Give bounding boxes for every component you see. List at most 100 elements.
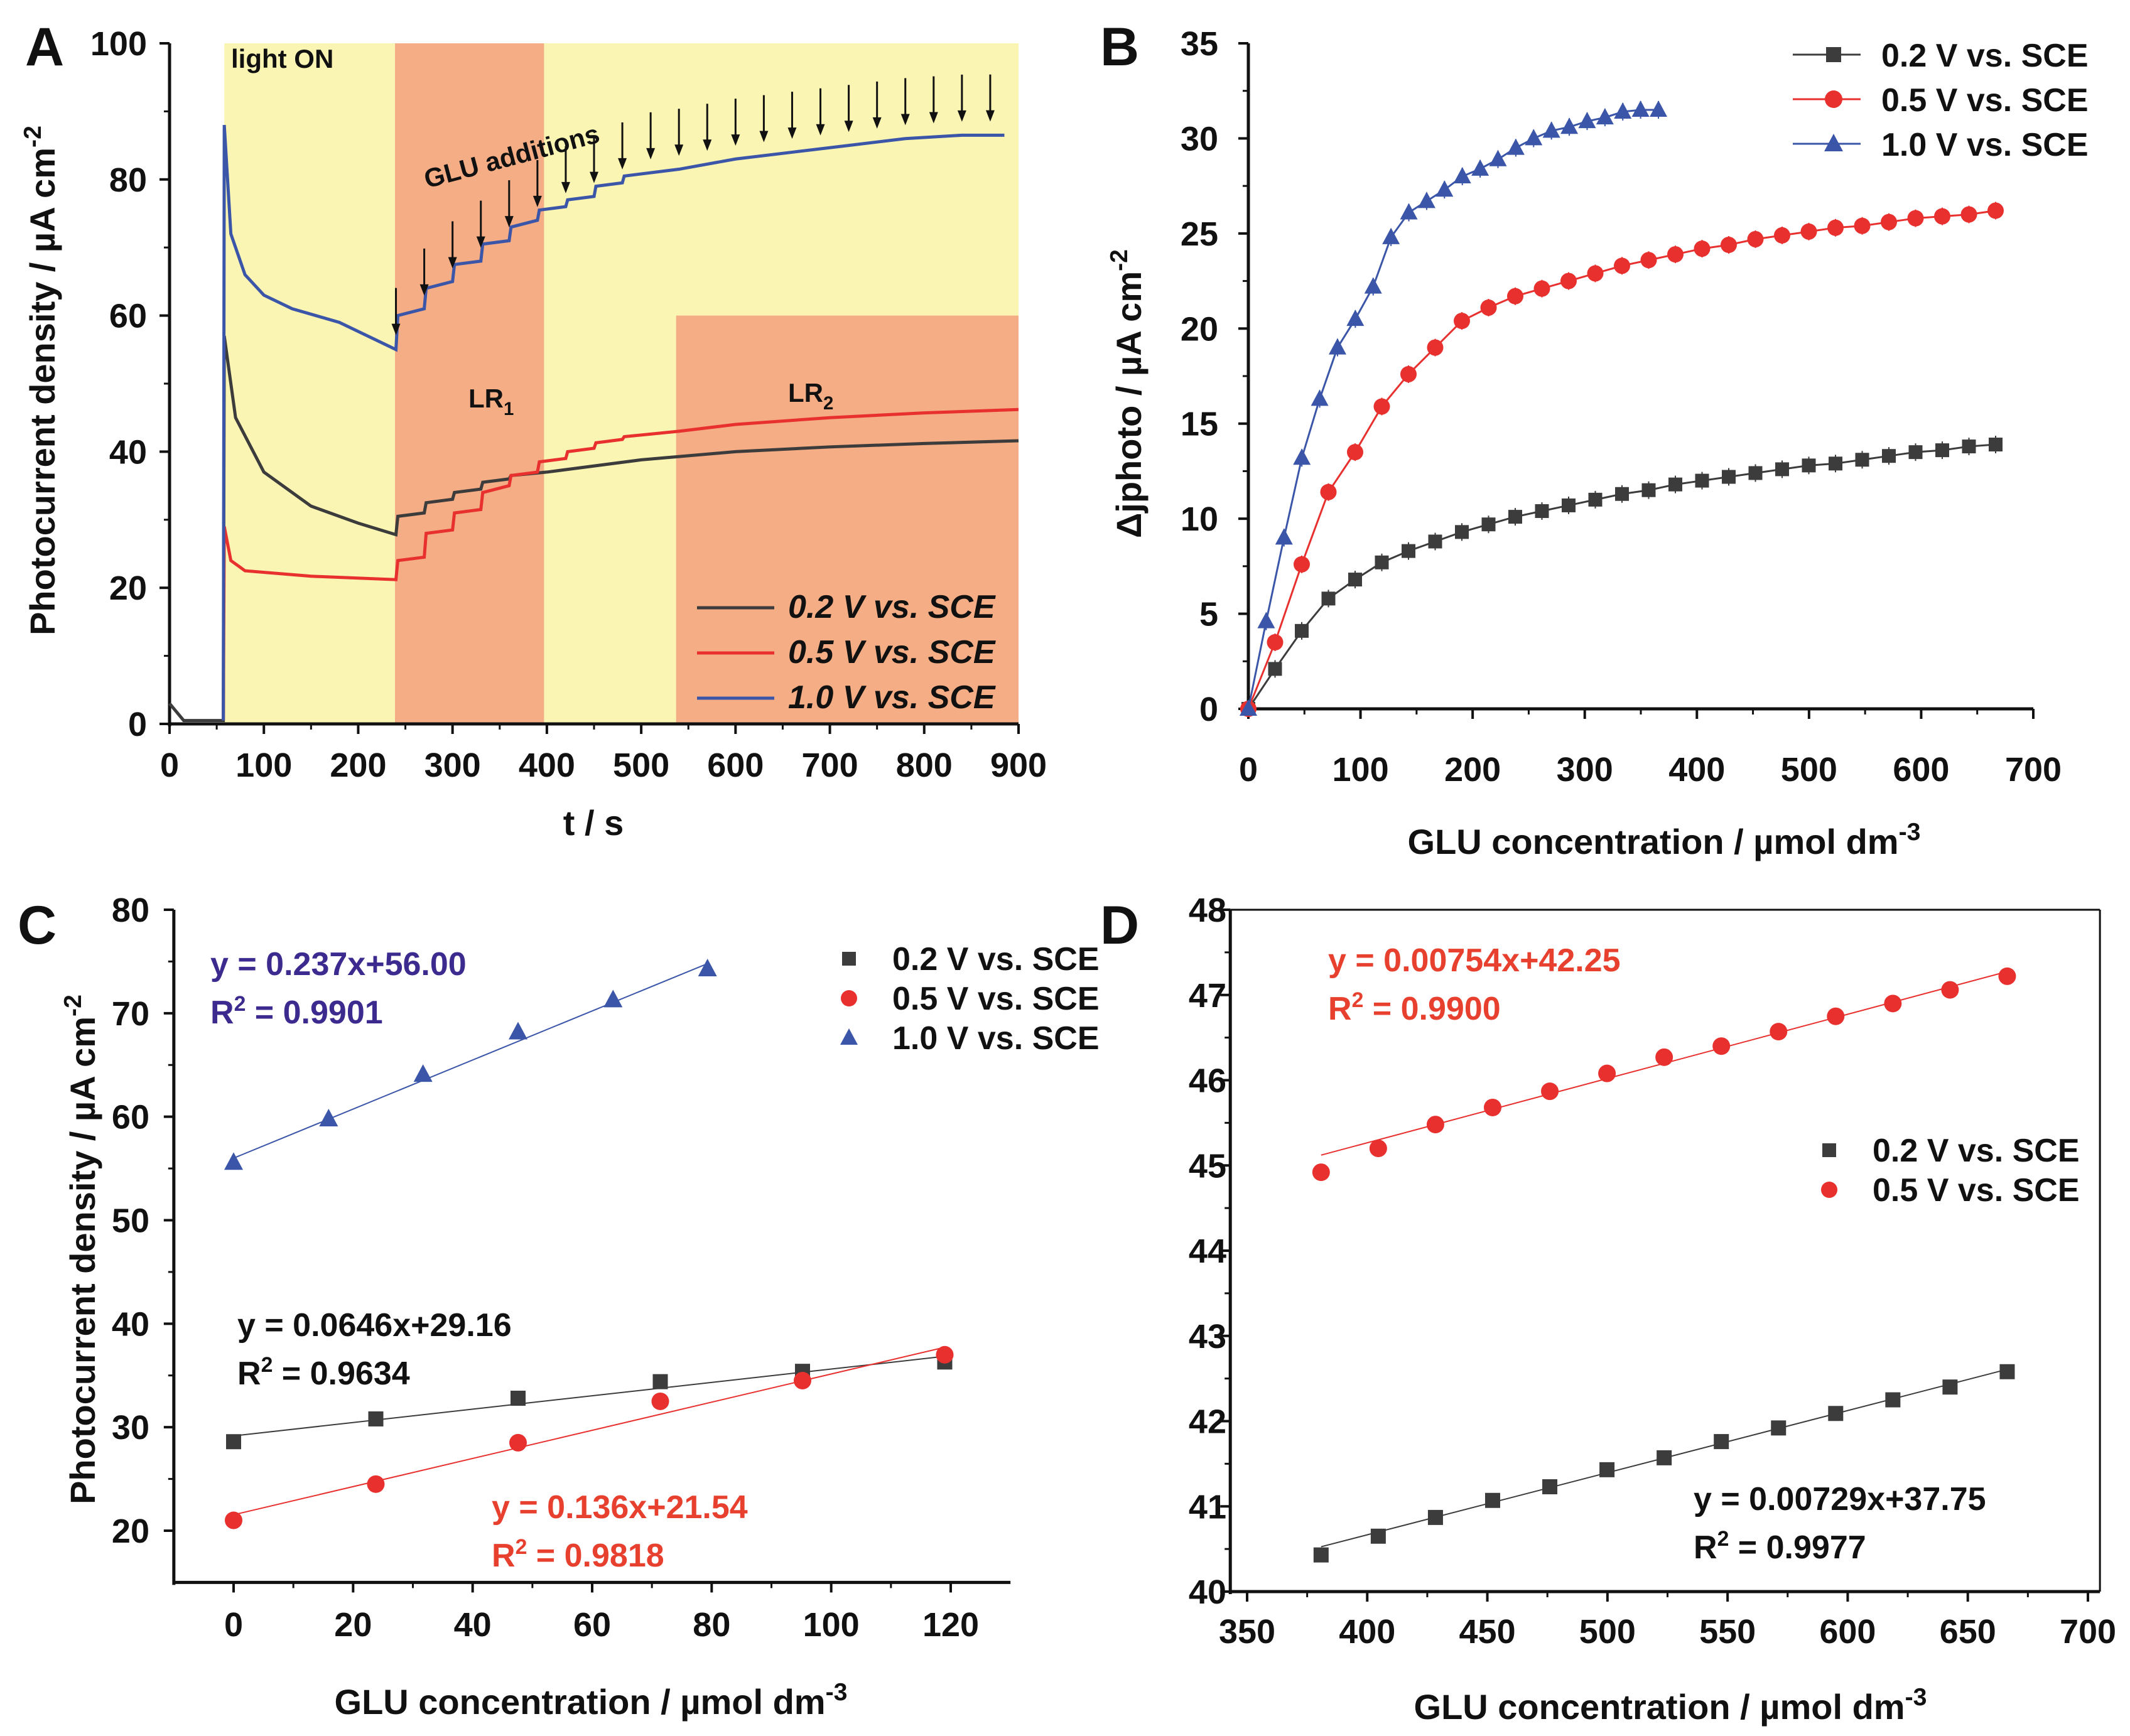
panel-letter: C [18, 895, 57, 956]
data-point-circle [1400, 365, 1417, 382]
data-point-triangle [1560, 117, 1579, 134]
arrow-head-icon [646, 148, 656, 159]
y-axis-title-sup: -2 [19, 126, 46, 148]
y-tick-label: 47 [1189, 977, 1226, 1015]
data-point-triangle [224, 1152, 243, 1170]
data-point-circle [1294, 556, 1310, 573]
data-point-circle [1483, 1098, 1501, 1116]
data-point-circle [1267, 634, 1284, 650]
data-point-circle [1774, 227, 1790, 244]
x-tick-label: 500 [1579, 1613, 1636, 1651]
data-point-circle [509, 1433, 527, 1452]
x-tick-label: 400 [519, 747, 575, 784]
fit-r-squared: R2 = 0.9977 [1694, 1527, 1866, 1566]
data-point-square [1313, 1547, 1329, 1563]
data-point-circle [1454, 313, 1470, 330]
data-point-circle [1884, 995, 1902, 1013]
data-point-square [1295, 623, 1309, 638]
data-point-circle [1825, 90, 1842, 108]
data-point-square [1748, 466, 1763, 480]
data-point-circle [1747, 230, 1764, 247]
data-point-circle [1960, 206, 1977, 223]
data-point-circle [1987, 202, 2004, 219]
data-point-circle [1721, 237, 1737, 254]
legend-label: 0.2 V vs. SCE [892, 941, 1100, 978]
r-value: = 0.9900 [1363, 991, 1500, 1027]
arrow-head-icon [391, 323, 401, 335]
x-axis-title-sup: -3 [1899, 819, 1921, 846]
data-point-square [1375, 555, 1389, 569]
fit-equation: y = 0.00729x+37.75 [1694, 1481, 1986, 1518]
x-tick-label: 100 [803, 1606, 860, 1644]
y-axis-title: Photocurrent density / µA cm-2 [19, 126, 62, 635]
legend-label: 0.2 V vs. SCE [1873, 1133, 2080, 1169]
y-tick-label: 60 [109, 298, 147, 335]
x-tick-label: 0 [160, 747, 179, 784]
y-axis-title-main: Δjphoto / µA cm [1109, 271, 1149, 538]
data-point-triangle [1596, 108, 1614, 125]
data-point-triangle [1489, 149, 1507, 166]
data-point-circle [1694, 240, 1711, 257]
panel-A: 0 100 200 300 400 500 600 700 800 900 0 20 40 60 80 100… [19, 17, 1047, 843]
x-tick-label: 400 [1339, 1613, 1395, 1651]
x-tick-label: 40 [454, 1606, 492, 1644]
data-point-triangle [1257, 612, 1275, 628]
x-axis-title: GLU concentration / µmol dm-3 [335, 1679, 848, 1722]
y-tick-label: 41 [1189, 1488, 1226, 1526]
data-point-circle [936, 1345, 954, 1364]
lr2-main: LR [788, 378, 823, 407]
y-tick-label: 80 [112, 892, 149, 929]
data-point-circle [1998, 967, 2016, 985]
data-point-square [1588, 492, 1603, 507]
arrow-head-icon [618, 158, 627, 170]
data-point-triangle [1346, 310, 1365, 326]
lr1-label: LR1 [468, 384, 514, 419]
y-tick-label: 20 [112, 1512, 149, 1550]
y-tick-label: 43 [1189, 1318, 1226, 1356]
data-point-triangle [1293, 448, 1311, 465]
panel-D: 350 400 450 500 550 600 650 700 40 41 42 43 44 45 46 47… [1100, 892, 2116, 1727]
data-point-circle [1427, 339, 1444, 356]
y-axis-title-main: Photocurrent density / µA cm [63, 1016, 102, 1504]
x-tick-label: 0 [1239, 751, 1258, 789]
fit-line [233, 1356, 945, 1437]
data-point-square [1268, 662, 1282, 676]
data-point-triangle [1824, 134, 1843, 151]
y-tick-label: 20 [109, 569, 147, 607]
y-tick-label: 10 [1181, 500, 1218, 538]
data-point-square [1562, 498, 1576, 512]
y-tick-label: 60 [112, 1099, 149, 1136]
data-point-square [1882, 449, 1896, 463]
x-tick-label: 700 [802, 747, 858, 784]
data-point-square [1935, 443, 1949, 458]
x-axis-title-sup: -3 [1905, 1684, 1927, 1711]
panel-letter: D [1100, 895, 1139, 956]
data-point-circle [1712, 1037, 1731, 1055]
data-point-square [1455, 525, 1469, 539]
arrow-head-icon [929, 112, 938, 124]
arrow-head-icon [703, 139, 712, 151]
x-tick-label: 550 [1699, 1613, 1756, 1651]
arrow-head-icon [590, 171, 598, 183]
data-point-circle [1941, 981, 1959, 999]
arrow-head-icon [731, 134, 740, 146]
fit-r-squared: R2 = 0.9901 [210, 992, 383, 1031]
y-tick-label: 0 [128, 706, 147, 743]
data-point-square [1542, 1479, 1558, 1495]
data-point-circle [1533, 280, 1550, 297]
data-point-triangle [698, 958, 717, 976]
data-point-square [1427, 1509, 1443, 1525]
data-point-circle [1881, 213, 1897, 230]
x-tick-label: 700 [2005, 751, 2062, 789]
x-tick-label: 350 [1219, 1613, 1275, 1651]
data-point-triangle [319, 1108, 338, 1126]
r-label: R [210, 995, 234, 1031]
r-label: R [1328, 991, 1352, 1027]
data-point-circle [367, 1475, 385, 1493]
x-tick-label: 900 [990, 747, 1047, 784]
data-point-square [1828, 1406, 1844, 1421]
r-label: R [237, 1356, 261, 1392]
y-axis-title-sup: -2 [60, 995, 87, 1016]
data-point-circle [1320, 483, 1337, 500]
data-point-triangle [1578, 112, 1596, 129]
